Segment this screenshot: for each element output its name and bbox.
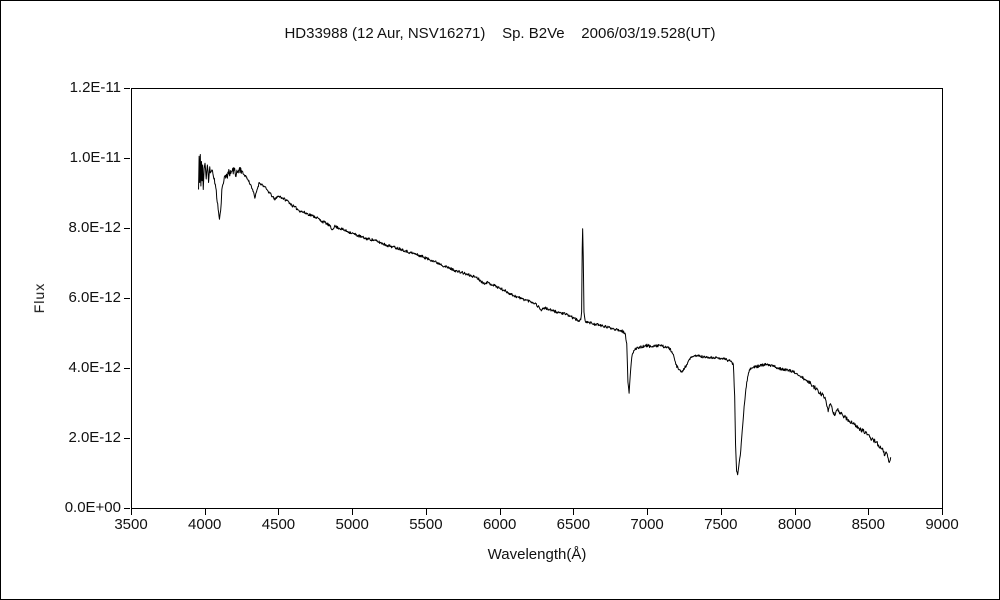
chart-title: HD33988 (12 Aur, NSV16271) Sp. B2Ve 2006… [284, 25, 716, 42]
y-axis-label: Flux [31, 282, 47, 314]
x-axis-label: Wavelength(Å) [487, 546, 587, 563]
